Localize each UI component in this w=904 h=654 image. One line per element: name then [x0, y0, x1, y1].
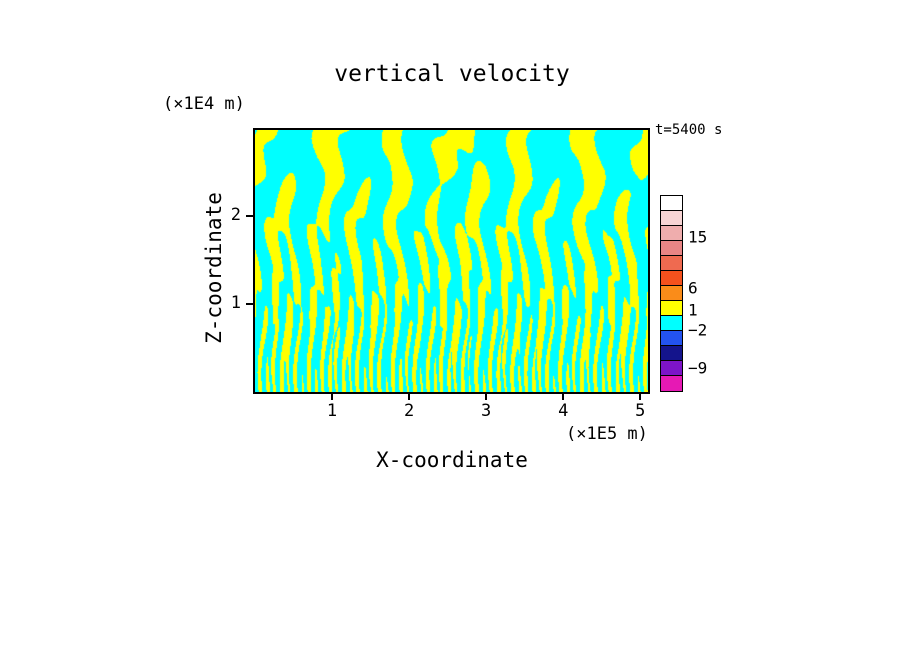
colorbar-segment	[661, 241, 682, 256]
x-tick-label: 1	[326, 401, 338, 421]
plot-area	[253, 128, 650, 394]
chart-title: vertical velocity	[334, 61, 570, 87]
colorbar	[660, 195, 683, 392]
y-axis-label: Z-coordinate	[202, 192, 226, 344]
colorbar-tick-label: −9	[688, 358, 708, 378]
y-tick-label: 2	[230, 205, 241, 226]
x-tick-mark	[562, 394, 565, 400]
x-tick-label: 4	[558, 401, 569, 421]
colorbar-segment	[661, 331, 682, 346]
x-axis-unit-label: (×1E5 m)	[566, 424, 648, 444]
x-tick-mark	[639, 394, 642, 400]
colorbar-tick-label: 15	[688, 227, 708, 247]
y-tick-mark	[246, 215, 253, 218]
x-tick-label: 5	[635, 401, 646, 421]
y-tick-mark	[246, 303, 253, 306]
colorbar-segment	[661, 301, 682, 316]
y-axis-unit-label: (×1E4 m)	[163, 94, 245, 114]
colorbar-tick-label: 6	[688, 278, 698, 298]
x-tick-label: 3	[481, 401, 492, 421]
x-axis-label: X-coordinate	[376, 448, 528, 472]
colorbar-segment	[661, 346, 682, 361]
x-tick-mark	[408, 394, 411, 400]
x-tick-label: 2	[403, 401, 415, 421]
colorbar-segment	[661, 361, 682, 376]
colorbar-segment	[661, 316, 682, 331]
colorbar-segment	[661, 226, 682, 241]
colorbar-tick-label: 1	[688, 300, 698, 320]
colorbar-tick-label: −2	[688, 320, 708, 340]
x-tick-mark	[485, 394, 488, 400]
timestamp-annotation: t=5400 s	[655, 122, 723, 138]
colorbar-segment	[661, 196, 682, 211]
colorbar-segment	[661, 256, 682, 271]
colorbar-segment	[661, 286, 682, 301]
colorbar-segment	[661, 271, 682, 286]
x-tick-mark	[331, 394, 334, 400]
colorbar-segment	[661, 376, 682, 391]
y-tick-label: 1	[230, 293, 241, 314]
velocity-field-heatmap	[255, 130, 648, 392]
colorbar-segment	[661, 211, 682, 226]
